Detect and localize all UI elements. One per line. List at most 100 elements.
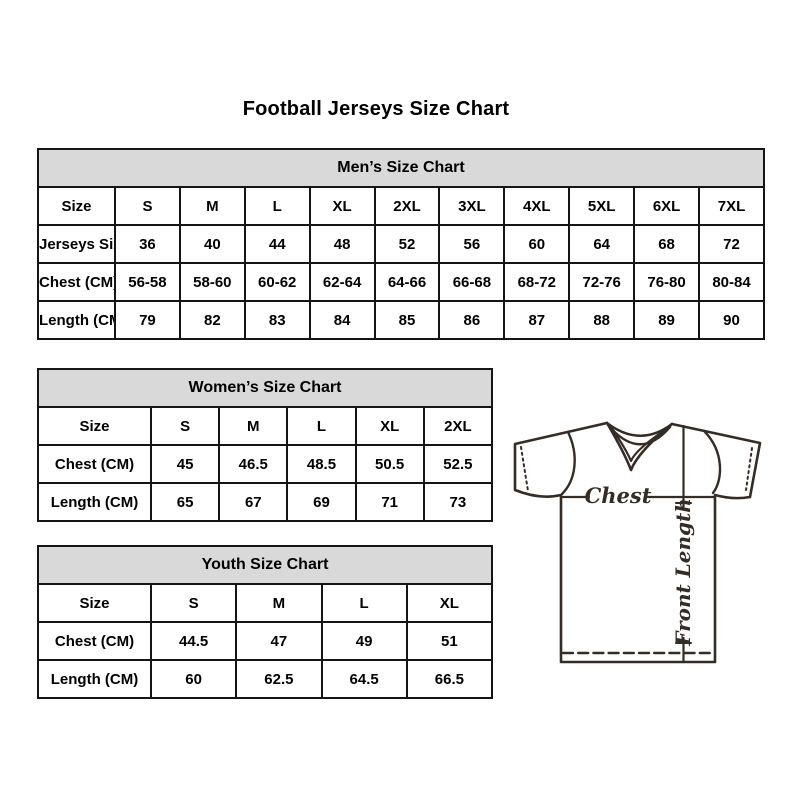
mens-value-cell: 68 [633,224,701,264]
womens-row-label: Length (CM) [37,482,152,522]
mens-value-cell: 64 [568,224,636,264]
mens-value-cell: 85 [373,300,441,340]
youth-row-label: Size [37,583,152,623]
mens-value-cell: 72 [698,224,765,264]
mens-table-row: Size S M L XL 2XL 3XL 4XL 5XL 6XL 7XL [37,186,765,226]
youth-value-cell: S [149,583,238,623]
womens-value-cell: 69 [286,482,357,522]
womens-value-cell: 65 [149,482,221,522]
youth-table-row: Length (CM) 60 62.5 64.5 66.5 [37,659,494,699]
womens-value-cell: M [218,406,289,446]
mens-value-cell: 80-84 [698,262,765,302]
womens-value-cell: 50.5 [354,444,425,484]
mens-row-label: Size [37,186,116,226]
left-armhole-seam [560,430,576,496]
youth-row-label: Length (CM) [37,659,152,699]
mens-value-cell: 52 [373,224,441,264]
youth-value-cell: L [320,583,408,623]
womens-value-cell: 48.5 [286,444,357,484]
womens-value-cell: 71 [354,482,425,522]
right-cuff-stitch [745,447,753,491]
mens-value-cell: 90 [698,300,765,340]
mens-value-cell: 3XL [438,186,506,226]
mens-value-cell: 48 [308,224,376,264]
mens-value-cell: 72-76 [568,262,636,302]
mens-value-cell: 66-68 [438,262,506,302]
youth-value-cell: 47 [235,621,323,661]
mens-row-label: Length (CM) [37,300,116,340]
front-length-label: Front Length [671,498,695,647]
youth-table-row: Chest (CM) 44.5 47 49 51 [37,621,494,661]
womens-row-label: Size [37,406,152,446]
mens-value-cell: 83 [243,300,311,340]
mens-value-cell: 60-62 [243,262,311,302]
womens-value-cell: 2XL [422,406,494,446]
womens-value-cell: L [286,406,357,446]
mens-table-header: Men’s Size Chart [37,148,765,188]
youth-value-cell: 66.5 [405,659,494,699]
mens-value-cell: 6XL [633,186,701,226]
womens-value-cell: 45 [149,444,221,484]
mens-value-cell: 4XL [503,186,571,226]
mens-value-cell: M [178,186,246,226]
mens-value-cell: 88 [568,300,636,340]
mens-value-cell: 56-58 [114,262,181,302]
mens-table-row: Jerseys Size36404448525660646872 [37,224,765,264]
mens-value-cell: 40 [178,224,246,264]
mens-size-table: Men’s Size Chart Size S M L XL 2XL 3XL 4XL 5XL 6XL… [37,148,765,340]
vneck-inner [609,425,670,463]
chest-label: Chest [585,483,652,508]
mens-value-cell: 2XL [373,186,441,226]
womens-size-table: Women’s Size Chart Size S M L XL 2XL Chest (CM)… [37,368,494,522]
womens-table-header: Women’s Size Chart [37,368,493,408]
mens-value-cell: 79 [114,300,181,340]
jersey-outline [513,421,762,664]
youth-value-cell: XL [405,583,494,623]
jersey-measurement-diagram: Chest Front Length [513,421,762,664]
mens-value-cell: 68-72 [503,262,571,302]
mens-value-cell: 58-60 [178,262,246,302]
youth-table-row: Size S M L XL [37,583,494,623]
youth-value-cell: 49 [320,621,408,661]
right-armhole-seam [703,430,722,495]
mens-value-cell: 86 [438,300,506,340]
youth-row-label: Chest (CM) [37,621,152,661]
left-cuff-stitch [520,446,529,492]
mens-value-cell: 89 [633,300,701,340]
youth-value-cell: 44.5 [149,621,238,661]
womens-row-label: Chest (CM) [37,444,152,484]
mens-table-row: Chest (CM) 56-58 58-60 60-62 62-64 64-66 66-68… [37,262,765,302]
mens-value-cell: XL [308,186,376,226]
mens-row-label: Jerseys Size [37,224,116,264]
youth-value-cell: 51 [405,621,494,661]
mens-value-cell: 87 [503,300,571,340]
womens-value-cell: 52.5 [422,444,494,484]
mens-value-cell: 44 [243,224,311,264]
mens-value-cell: 60 [503,224,571,264]
youth-value-cell: 62.5 [235,659,323,699]
womens-table-row: Chest (CM) 45 46.5 48.5 50.5 52.5 [37,444,494,484]
mens-value-cell: 62-64 [308,262,376,302]
youth-size-table: Youth Size Chart Size S M L XL Chest (CM) 44.5 4… [37,545,494,699]
mens-value-cell: L [243,186,311,226]
vneck-outer [605,421,674,472]
mens-value-cell: 82 [178,300,246,340]
womens-table-row: Length (CM) 65 67 69 71 73 [37,482,494,522]
page-title: Football Jerseys Size Chart [242,98,510,120]
womens-value-cell: S [149,406,221,446]
youth-value-cell: 64.5 [320,659,408,699]
youth-value-cell: 60 [149,659,238,699]
mens-value-cell: S [114,186,181,226]
womens-value-cell: 67 [218,482,289,522]
mens-value-cell: 84 [308,300,376,340]
mens-value-cell: 5XL [568,186,636,226]
mens-value-cell: 64-66 [373,262,441,302]
mens-value-cell: 36 [114,224,181,264]
mens-value-cell: 7XL [698,186,765,226]
mens-row-label: Chest (CM) [37,262,116,302]
youth-table-header: Youth Size Chart [37,545,493,585]
womens-table-row: Size S M L XL 2XL [37,406,494,446]
womens-value-cell: 73 [422,482,494,522]
